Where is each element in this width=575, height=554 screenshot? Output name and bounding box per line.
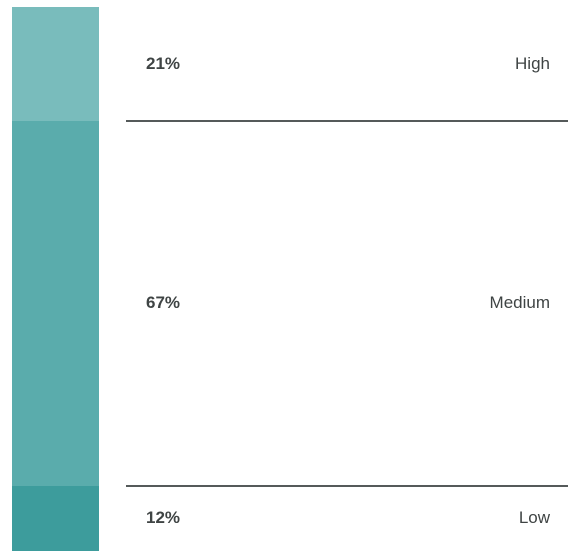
- category-label-high: High: [515, 54, 550, 74]
- row-divider: [126, 120, 568, 123]
- category-label-low: Low: [518, 508, 550, 528]
- bar-segment-medium: [12, 121, 99, 486]
- value-label-medium: 67%: [146, 293, 181, 313]
- category-label-medium: Medium: [489, 293, 550, 313]
- value-label-high: 21%: [146, 54, 181, 74]
- bar-segment-high: [12, 7, 99, 122]
- bar-segment-low: [12, 485, 99, 551]
- value-label-low: 12%: [146, 508, 181, 528]
- row-divider: [126, 484, 568, 487]
